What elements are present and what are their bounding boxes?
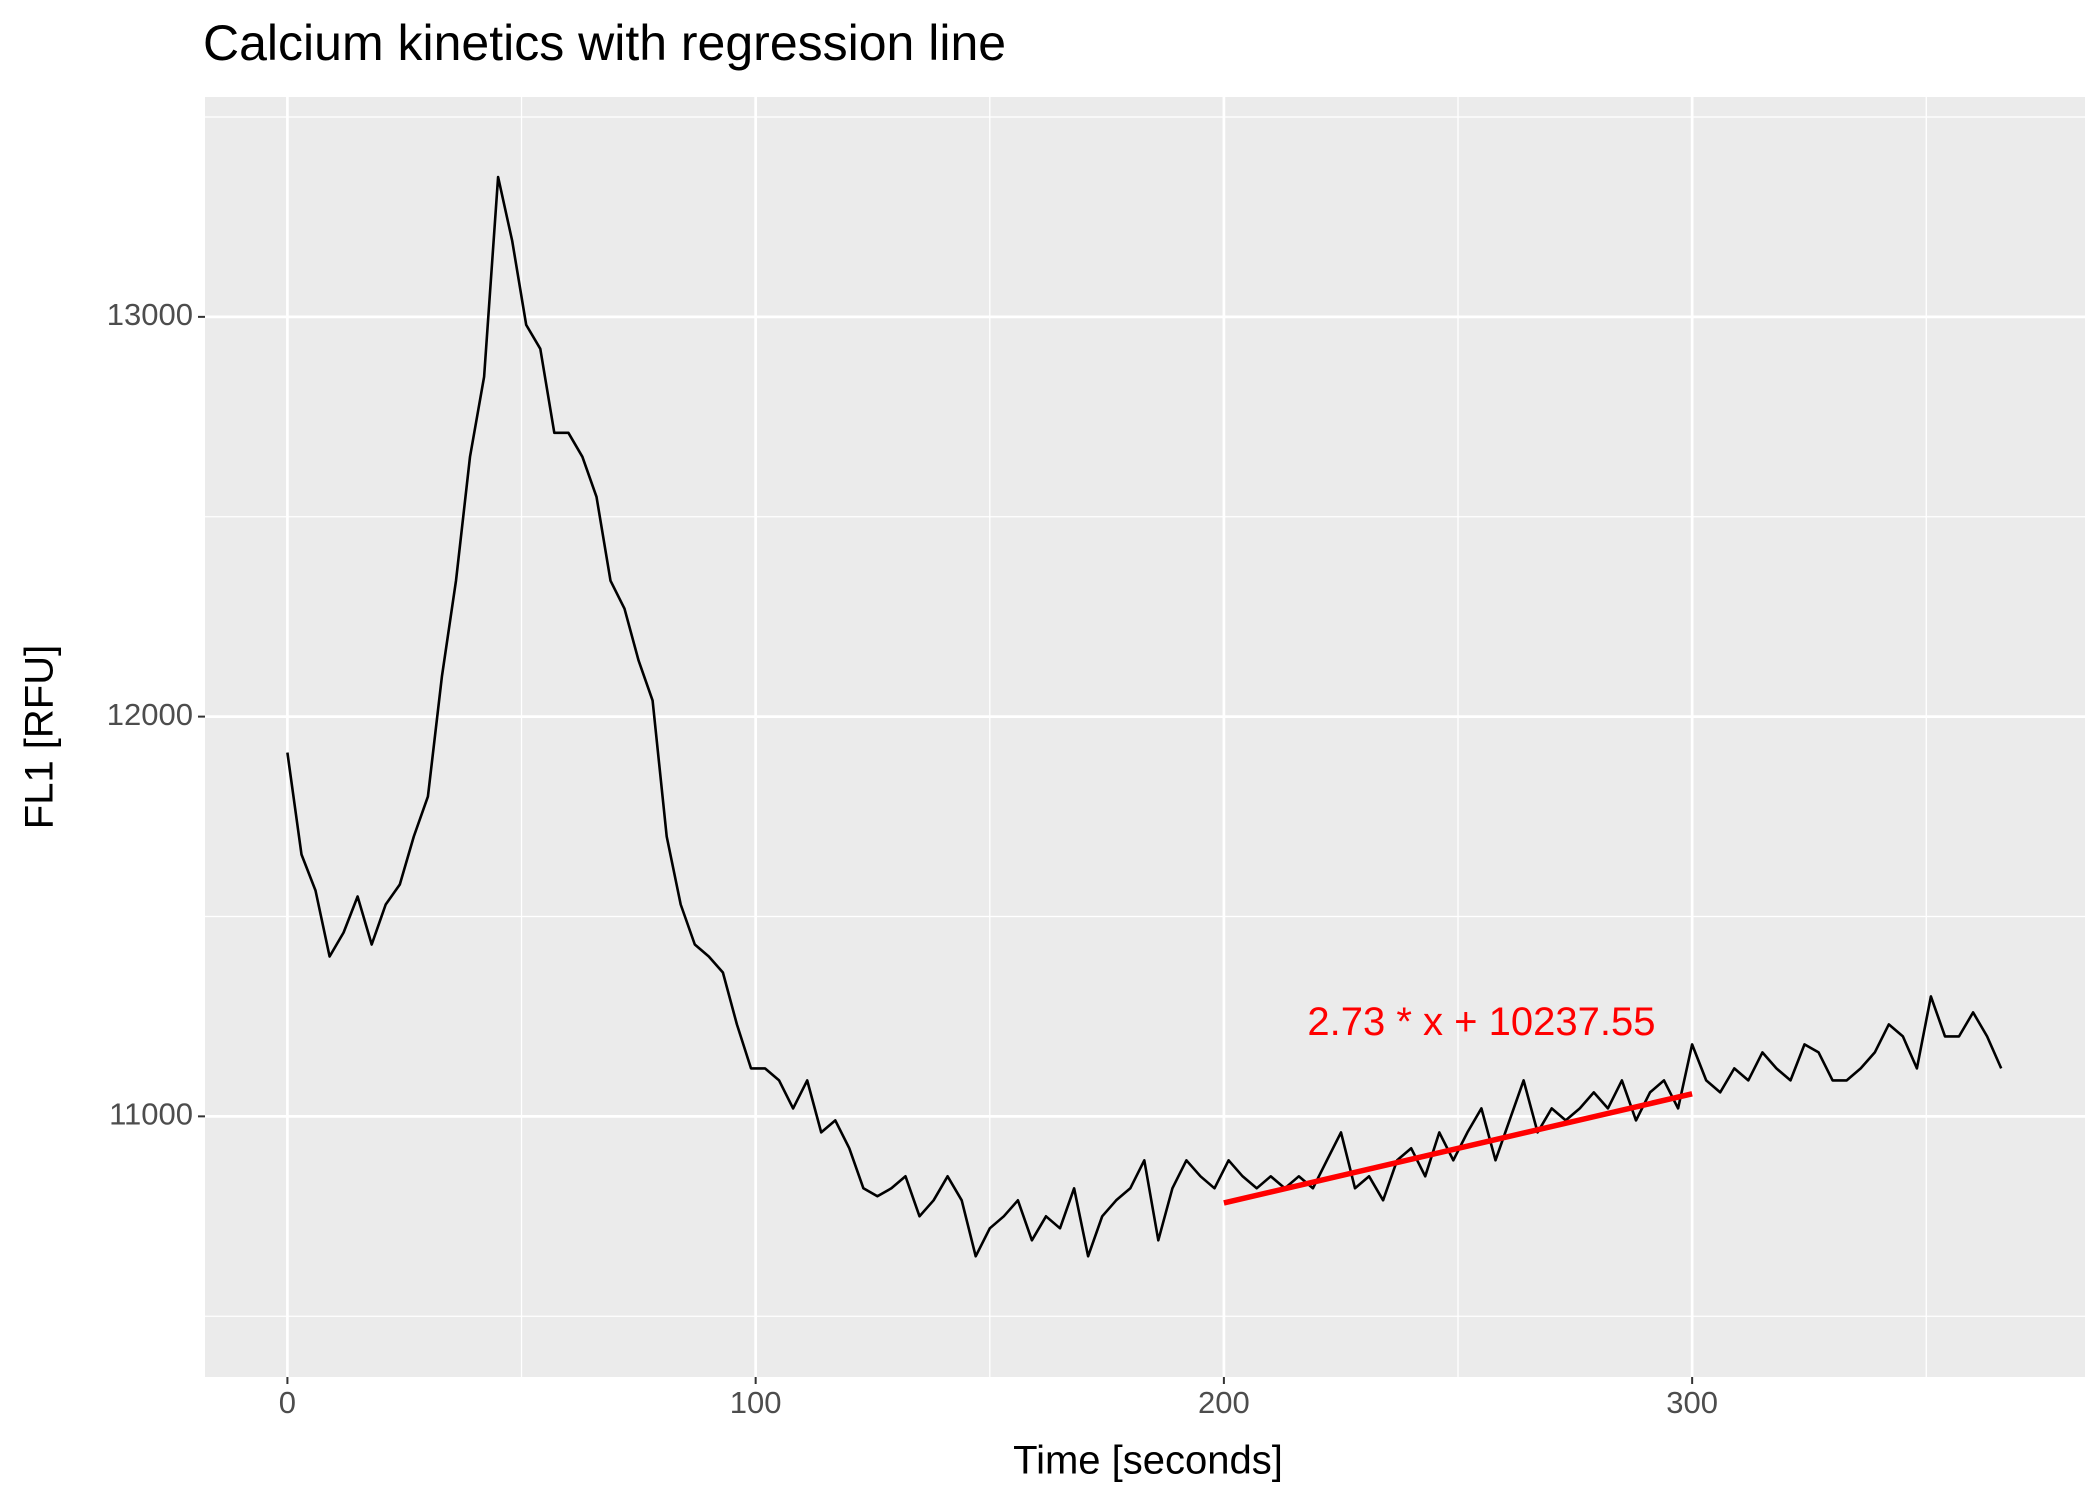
plot-panel [205, 97, 2085, 1377]
x-tick-label: 0 [279, 1385, 296, 1420]
y-axis-label: FL1 [RFU] [18, 645, 62, 829]
x-tick-label: 300 [1666, 1385, 1718, 1420]
y-tick-label: 13000 [107, 297, 193, 332]
regression-line [1223, 1091, 1693, 1206]
data-line [286, 175, 2003, 1258]
y-tick-label: 12000 [107, 697, 193, 732]
x-tick-label: 200 [1198, 1385, 1250, 1420]
chart-title: Calcium kinetics with regression line [203, 15, 1006, 71]
x-tick-label: 100 [730, 1385, 782, 1420]
x-axis-label: Time [seconds] [1013, 1439, 1283, 1483]
y-tick-label: 11000 [109, 1097, 193, 1132]
annotation: 2.73 * x + 10237.55 [1307, 1000, 1655, 1044]
